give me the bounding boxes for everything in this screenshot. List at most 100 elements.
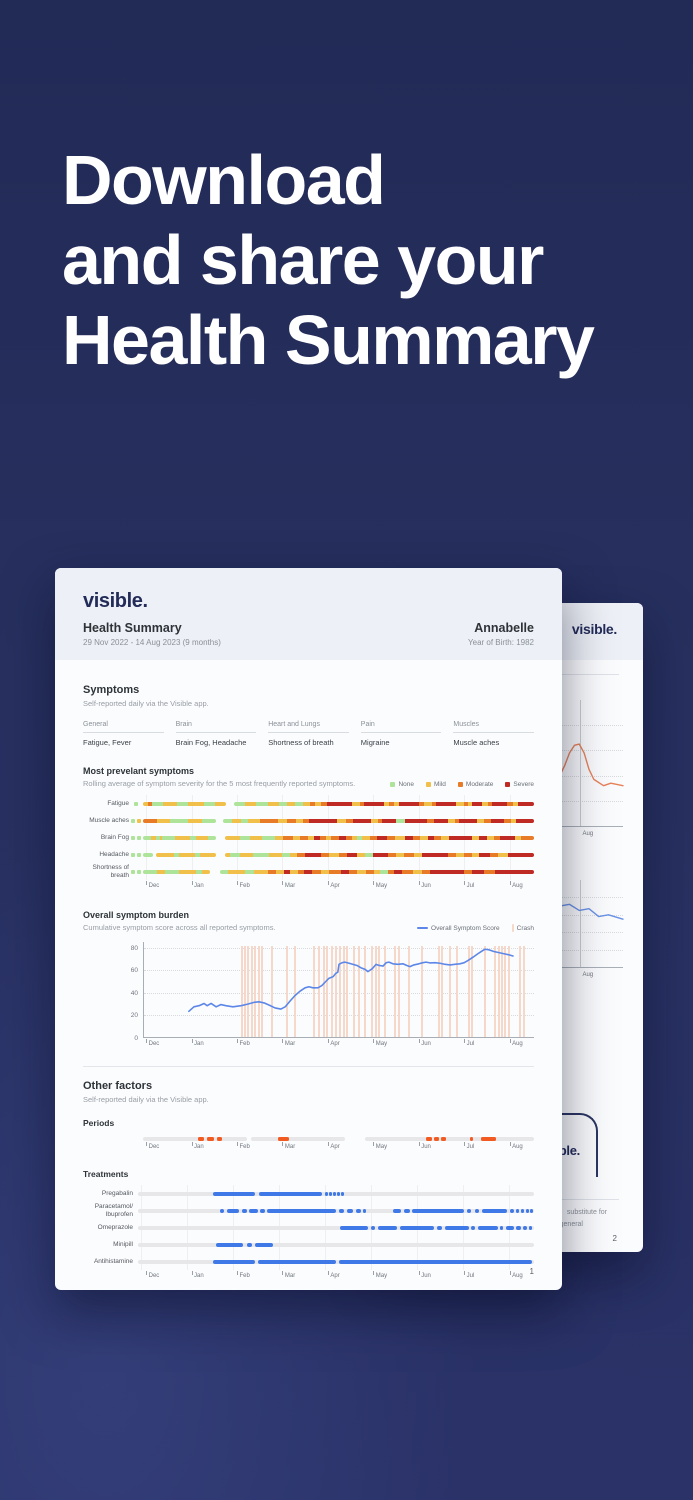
period-mark <box>426 1137 432 1141</box>
strip-segment <box>325 835 331 840</box>
crash-event-bar <box>326 946 329 1037</box>
tick-mark-icon <box>282 1142 284 1146</box>
strip-segment <box>281 852 290 857</box>
strip-segment <box>195 835 209 840</box>
page2-axis-label-aug: Aug <box>582 831 594 837</box>
severity-row-label: Headache <box>99 850 129 858</box>
strip-segment <box>284 869 290 874</box>
strip-segment <box>491 801 508 806</box>
axis-month-label: Aug <box>512 1144 523 1150</box>
strip-segment <box>515 818 534 823</box>
crash-event-bar <box>271 946 274 1037</box>
strip-segment <box>179 869 197 874</box>
crash-event-bar <box>285 946 288 1037</box>
strip-segment <box>448 835 472 840</box>
strip-segment <box>203 801 215 806</box>
line-swatch-icon <box>417 927 429 929</box>
crash-event-bar <box>346 946 349 1037</box>
crash-event-bar <box>243 946 246 1037</box>
period-mark <box>206 1137 214 1141</box>
strip-run <box>143 818 216 823</box>
strip-segment <box>159 835 163 840</box>
period-mark <box>470 1137 473 1141</box>
treatment-segment <box>346 1208 353 1213</box>
symptom-burden-section: Overall symptom burden Cumulative sympto… <box>83 910 534 1050</box>
strip-segment <box>387 835 395 840</box>
strip-segment <box>286 801 296 806</box>
tick-mark-icon <box>509 1271 511 1275</box>
axis-month-label: Jan <box>194 883 204 889</box>
crash-event-bar <box>330 946 333 1037</box>
strip-segment <box>346 835 353 840</box>
treatments-label: Treatments <box>83 1169 129 1179</box>
burden-subtitle: Cumulative symptom score across all repo… <box>83 923 276 932</box>
crash-event-bar <box>374 946 377 1037</box>
severity-row: Fatigue <box>83 795 534 812</box>
tick-mark-icon <box>509 1142 511 1146</box>
lead-square-icon <box>137 818 141 823</box>
strip-segment <box>319 835 326 840</box>
severity-strip-chart: Fatigue Muscle aches Brain Fog Headache Shor… <box>83 795 534 880</box>
strip-segment <box>194 852 201 857</box>
disclaimer-text: substitute for <box>566 1209 607 1216</box>
treatment-segment <box>393 1208 402 1213</box>
tick-mark-icon <box>418 881 420 885</box>
crash-event-bar <box>335 946 338 1037</box>
strip-segment <box>404 852 415 857</box>
strip-segment <box>189 835 196 840</box>
swatch-icon <box>505 782 511 787</box>
crash-event-bar <box>378 946 380 1037</box>
strip-segment <box>268 852 282 857</box>
strip-segment <box>143 835 151 840</box>
strip-segment <box>309 818 337 823</box>
treatment-segment <box>258 1191 323 1196</box>
axis-month-apr: Apr <box>327 1039 340 1047</box>
column-value: Shortness of breath <box>268 738 334 747</box>
strip-segment <box>240 852 254 857</box>
lead-markers <box>129 818 143 823</box>
axis-month-jun: Jun <box>418 1142 431 1150</box>
tick-mark-icon <box>236 1271 238 1275</box>
tick-mark-icon <box>191 881 193 885</box>
strip-run <box>219 869 534 874</box>
strip-segment <box>365 852 373 857</box>
month-axis: Dec Jan Feb Mar Apr May Jun Jul Aug <box>143 1270 534 1282</box>
prevalent-symptoms-section: Most prevelant symptoms Rolling average … <box>83 766 534 892</box>
strip-segment <box>200 852 216 857</box>
hero-heading: Download and share your Health Summary <box>62 140 595 380</box>
tick-mark-icon <box>327 1142 329 1146</box>
treatment-segment <box>246 1242 252 1247</box>
strip-segment <box>434 818 448 823</box>
strip-segment <box>464 801 468 806</box>
treatment-track <box>138 1191 534 1196</box>
treatment-segment <box>471 1225 476 1230</box>
strip-segment <box>459 818 478 823</box>
treatment-segment <box>467 1208 472 1213</box>
strip-segment <box>329 869 341 874</box>
bar-swatch-icon <box>511 924 514 932</box>
treatment-segment <box>254 1242 273 1247</box>
strip-segment <box>369 835 378 840</box>
axis-month-label: May <box>375 883 388 889</box>
axis-month-label: Dec <box>148 1273 160 1279</box>
treatment-segment <box>336 1191 340 1196</box>
strip-segment <box>348 869 358 874</box>
axis-month-label: May <box>375 1273 388 1279</box>
axis-month-label: Apr <box>330 1041 340 1047</box>
strip-segment <box>165 869 180 874</box>
symptoms-title: Symptoms <box>83 684 140 696</box>
tick-mark-icon <box>146 1271 148 1275</box>
strip-segment <box>176 801 188 806</box>
axis-month-jun: Jun <box>418 1039 431 1047</box>
treatment-segment <box>481 1208 508 1213</box>
treatment-segment <box>339 1225 368 1230</box>
axis-month-label: Mar <box>284 1273 296 1279</box>
strip-segment <box>215 801 227 806</box>
strip-segment <box>484 818 491 823</box>
axis-month-may: May <box>373 881 387 889</box>
column-value: Migraine <box>360 738 390 747</box>
axis-month-mar: Mar <box>282 881 295 889</box>
crash-event-bar <box>323 946 325 1037</box>
strip-segment <box>150 835 156 840</box>
axis-month-label: Mar <box>284 1041 296 1047</box>
